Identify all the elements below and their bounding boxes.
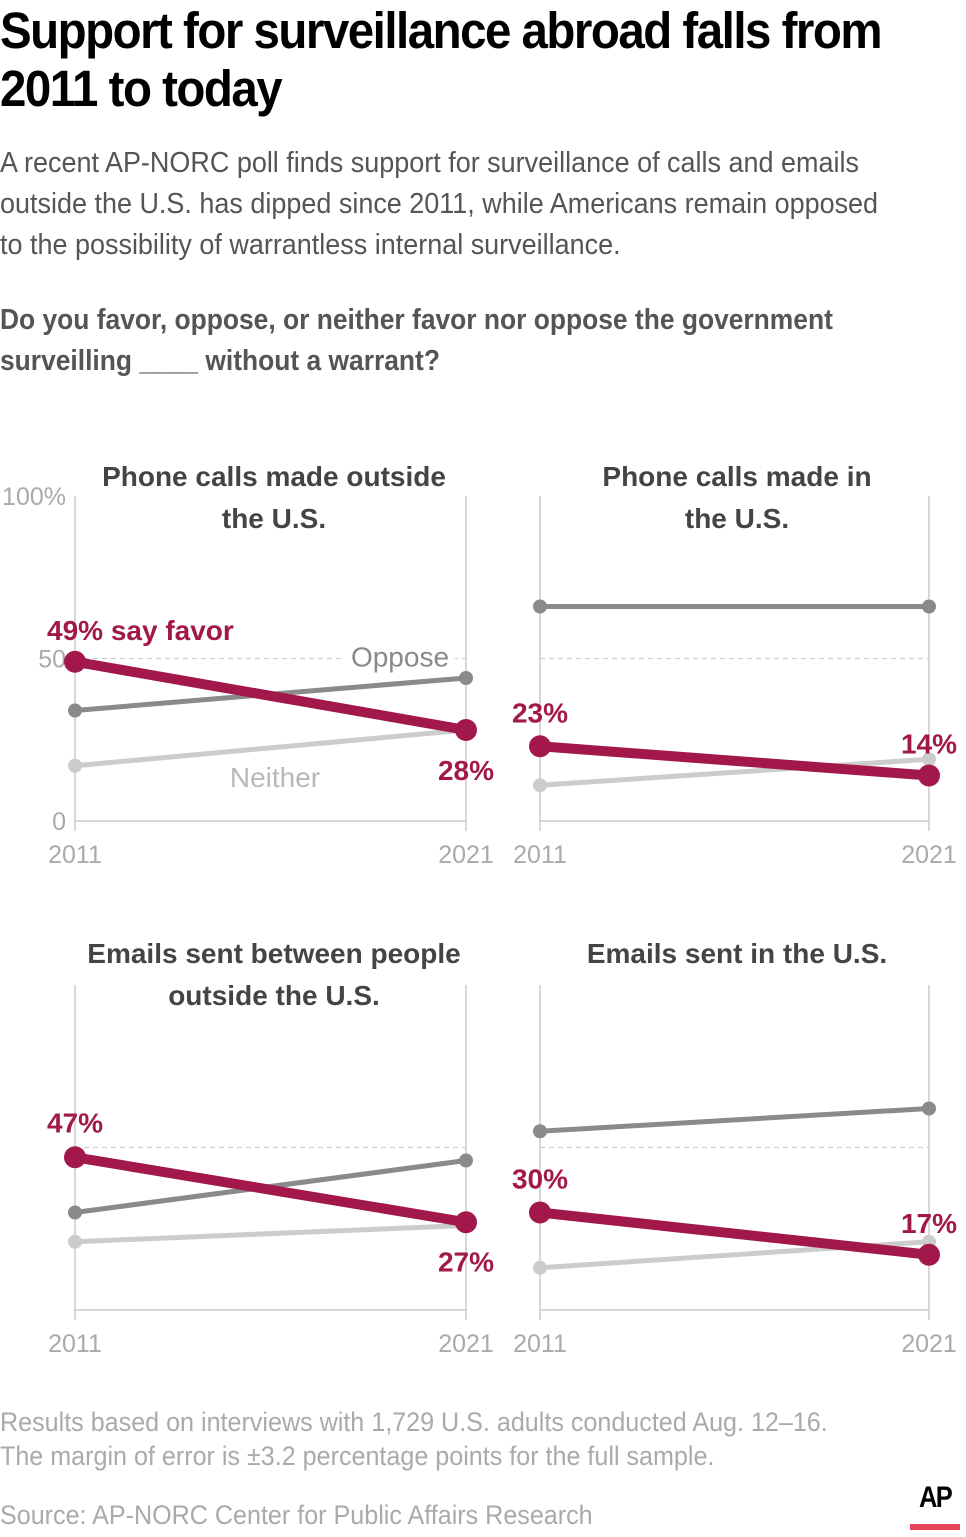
panel-title: the U.S. (685, 503, 789, 534)
panel-title: the U.S. (222, 503, 326, 534)
note-line: Results based on interviews with 1,729 U… (0, 1407, 828, 1437)
chart-title: Support for surveillance abroad falls fr… (0, 2, 898, 118)
note-line: The margin of error is ±3.2 percentage p… (0, 1441, 715, 1471)
ap-logo-text: AP (918, 1481, 953, 1514)
data-label-favor: 49% say favor (47, 615, 234, 646)
data-label-favor: 28% (438, 755, 494, 786)
chart-panel-3: 2011 2021 Emails sent between people outsid… (47, 938, 494, 1358)
series-label-neither: Neither (230, 762, 320, 793)
data-point-favor-2011 (529, 735, 551, 758)
data-point-neither-2011 (68, 758, 82, 773)
data-point-oppose-2021 (459, 671, 473, 685)
series-line-favor (74, 1152, 467, 1228)
description-line: to the possibility of warrantless intern… (0, 229, 621, 261)
ap-logo-icon: AP (910, 1482, 960, 1530)
data-point-favor-2011 (64, 650, 86, 673)
question-line: surveilling ____ without a warrant? (0, 345, 440, 377)
data-point-oppose-2011 (533, 1124, 547, 1139)
data-point-neither-2011 (533, 778, 547, 793)
chart-title-line: 2011 to today (0, 60, 283, 117)
series-line-neither (539, 756, 930, 788)
series-label-backing (345, 644, 455, 673)
data-point-favor-2021 (455, 719, 477, 741)
data-point-oppose-2011 (533, 599, 547, 614)
data-point-favor-2021 (455, 1211, 477, 1234)
panel-title: outside the U.S. (168, 980, 380, 1011)
description-line: A recent AP-NORC poll finds support for … (0, 147, 859, 179)
y-tick-label: 0 (52, 808, 66, 836)
data-point-neither-2021 (922, 752, 936, 767)
panel-title: Phone calls made in (602, 461, 871, 492)
chart-panel-4: 2011 2021 Emails sent in the U.S. 30% 17% (512, 938, 957, 1358)
y-tick-label: 50 (38, 646, 66, 674)
data-label-favor: 30% (512, 1164, 568, 1195)
series-line-oppose (539, 1106, 930, 1134)
data-point-oppose-2021 (922, 1101, 936, 1116)
x-tick-label: 2021 (438, 1330, 494, 1358)
data-label-favor: 47% (47, 1107, 103, 1138)
series-line-favor (539, 741, 930, 781)
series-line-favor (539, 1207, 930, 1260)
data-point-favor-2021 (918, 764, 940, 787)
series-label-oppose: Oppose (351, 642, 449, 673)
x-tick-label: 2011 (48, 841, 102, 869)
description-line: outside the U.S. has dipped since 2011, … (0, 188, 879, 220)
x-tick-label: 2021 (901, 1330, 957, 1358)
x-tick-label: 2021 (438, 841, 494, 869)
data-label-favor: 23% (512, 697, 568, 728)
survey-question: Do you favor, oppose, or neither favor n… (0, 300, 946, 382)
series-line-neither (74, 727, 467, 769)
panel-title: Phone calls made outside (102, 461, 446, 492)
data-point-oppose-2021 (459, 1153, 473, 1168)
series-line-neither (74, 1223, 467, 1245)
data-label-favor: 27% (438, 1246, 494, 1277)
chart-title-line: Support for surveillance abroad falls fr… (0, 2, 883, 59)
chart-panel-1: 2011 2021 100% 50 0 Phone calls made outside t… (2, 461, 494, 869)
x-tick-label: 2011 (513, 1330, 567, 1358)
chart-description: A recent AP-NORC poll finds support for … (0, 143, 949, 266)
ap-logo-bar (910, 1524, 960, 1530)
data-point-oppose-2011 (68, 1205, 82, 1220)
data-point-neither-2011 (68, 1234, 82, 1249)
series-line-favor (74, 656, 467, 735)
question-line: Do you favor, oppose, or neither favor n… (0, 304, 833, 336)
data-label-favor: 17% (901, 1208, 957, 1239)
data-point-favor-2011 (529, 1201, 551, 1224)
panel-title: Emails sent in the U.S. (587, 938, 887, 969)
y-tick-label: 100% (2, 483, 66, 511)
data-point-oppose-2021 (922, 599, 936, 614)
methodology-note: Results based on interviews with 1,729 U… (0, 1405, 966, 1473)
data-point-neither-2011 (533, 1260, 547, 1275)
data-point-favor-2021 (918, 1243, 940, 1266)
x-tick-label: 2011 (513, 841, 567, 869)
x-tick-label: 2011 (48, 1330, 102, 1358)
panel-title: Emails sent between people (87, 938, 460, 969)
data-point-favor-2011 (64, 1146, 86, 1169)
source-credit: Source: AP-NORC Center for Public Affair… (0, 1500, 593, 1530)
data-point-oppose-2011 (68, 703, 82, 718)
chart-panel-2: 2011 2021 Phone calls made in the U.S. 23% 14… (512, 461, 957, 869)
data-label-favor: 14% (901, 729, 957, 760)
x-tick-label: 2021 (901, 841, 957, 869)
